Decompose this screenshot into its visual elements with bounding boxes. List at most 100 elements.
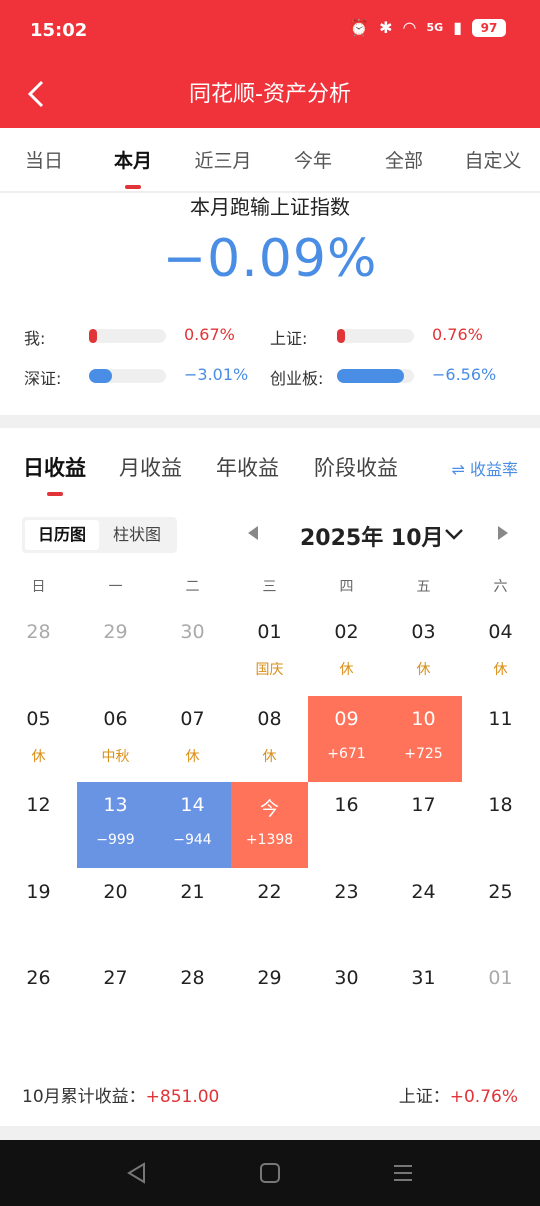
tab-stage-returns[interactable]: 阶段收益 [314, 456, 398, 480]
calendar-day[interactable]: 02 休 [308, 609, 385, 695]
calendar-day[interactable]: 11 [462, 696, 539, 782]
calendar-day[interactable]: 12 [0, 782, 77, 868]
compare-row-me: 我: 0.67% [24, 323, 264, 349]
return-rate-toggle[interactable]: ⇌ 收益率 [451, 460, 519, 479]
day-number: 22 [257, 880, 282, 903]
compare-bar-fill [337, 369, 404, 383]
cumulative-value: +851.00 [145, 1087, 220, 1107]
compare-bar [337, 329, 414, 343]
calendar-day[interactable]: 29 [231, 955, 308, 1041]
day-number: 24 [411, 880, 436, 903]
day-number: 01 [257, 621, 282, 643]
calendar-day[interactable]: 20 [77, 869, 154, 955]
compare-value: 0.67% [184, 325, 235, 344]
performance-summary: 本月跑输上证指数 −0.09% 我: 0.67% 上证: 0.76% 深证: −… [0, 193, 540, 415]
day-number: 29 [257, 967, 282, 989]
calendar-view-button[interactable]: 日历图 [25, 520, 99, 550]
previous-month-icon[interactable] [248, 526, 258, 540]
day-number: 26 [26, 967, 51, 989]
calendar-day[interactable]: 28 [0, 609, 77, 695]
tab-this-month[interactable]: 本月 [114, 146, 152, 189]
calendar-day[interactable]: 10 +725 [385, 695, 462, 782]
calendar-day[interactable]: 31 [385, 955, 462, 1041]
day-number: 07 [180, 707, 205, 730]
day-number: 12 [26, 794, 51, 816]
calendar-day[interactable]: 27 [77, 955, 154, 1041]
calendar-day[interactable]: 21 [154, 869, 231, 955]
day-number: 27 [103, 967, 128, 989]
day-number: 10 [411, 707, 436, 730]
calendar-day[interactable]: 29 [77, 609, 154, 695]
day-number: 13 [103, 794, 128, 816]
day-note: 休 [185, 748, 200, 765]
day-profit: +1398 [245, 832, 294, 848]
calendar-day[interactable]: 17 [385, 782, 462, 868]
signal-bars-icon: ▮ [453, 18, 462, 37]
day-number: 05 [26, 707, 51, 730]
back-button[interactable] [18, 74, 58, 114]
calendar-day[interactable]: 30 [308, 955, 385, 1041]
calendar-day[interactable]: 19 [0, 869, 77, 955]
day-number: 11 [488, 707, 513, 730]
compare-bar-fill [337, 329, 345, 343]
nav-back-icon[interactable] [124, 1160, 150, 1186]
calendar-day[interactable]: 08 休 [231, 696, 308, 782]
calendar-day[interactable]: 01 [462, 955, 539, 1041]
compare-value: 0.76% [432, 325, 483, 344]
compare-label: 我: [24, 329, 46, 348]
calendar-day[interactable]: 14 −944 [154, 782, 231, 868]
cumulative-label: 10月累计收益： [22, 1087, 146, 1107]
calendar-day[interactable]: 06 中秋 [77, 696, 154, 782]
day-number: 17 [411, 794, 436, 816]
weekday-label: 六 [493, 579, 508, 595]
day-number: 20 [103, 880, 128, 903]
calendar-day[interactable]: 24 [385, 869, 462, 955]
calendar-day[interactable]: 01 国庆 [231, 609, 308, 695]
tab-custom[interactable]: 自定义 [464, 150, 522, 172]
calendar-day[interactable]: 今 +1398 [231, 782, 308, 868]
compare-value: −6.56% [432, 365, 497, 384]
calendar-day[interactable]: 30 [154, 609, 231, 695]
nav-home-icon[interactable] [257, 1160, 283, 1186]
calendar-day[interactable]: 03 休 [385, 609, 462, 695]
calendar-day[interactable]: 22 [231, 869, 308, 955]
chevron-down-icon[interactable] [442, 522, 466, 546]
calendar-day[interactable]: 13 −999 [77, 782, 154, 868]
calendar-day[interactable]: 09 +671 [308, 695, 385, 782]
weekday-label: 三 [262, 579, 277, 595]
nav-menu-icon[interactable] [390, 1160, 416, 1186]
calendar-day[interactable]: 23 [308, 869, 385, 955]
next-month-icon[interactable] [498, 526, 508, 540]
day-note: 休 [416, 662, 431, 678]
calendar-day[interactable]: 26 [0, 955, 77, 1041]
weekday-label: 日 [31, 579, 46, 595]
tab-yearly-returns[interactable]: 年收益 [216, 456, 279, 480]
day-number: 31 [411, 967, 436, 989]
day-number: 09 [334, 707, 359, 730]
calendar-day[interactable]: 28 [154, 955, 231, 1041]
top-bar: 15:02 ⏰ ✱ ◠ 5G ▮ 97 同花顺-资产分析 [0, 0, 540, 128]
tab-monthly-returns[interactable]: 月收益 [119, 456, 182, 480]
day-number: 06 [103, 707, 128, 730]
tab-this-year[interactable]: 今年 [293, 150, 333, 172]
compare-bar [89, 369, 166, 383]
calendar-day[interactable]: 07 休 [154, 696, 231, 782]
compare-row-shanghai: 上证: 0.76% [270, 323, 520, 349]
calendar-day[interactable]: 16 [308, 782, 385, 868]
calendar-day[interactable]: 05 休 [0, 696, 77, 782]
calendar-day[interactable]: 18 [462, 782, 539, 868]
day-number: 30 [334, 967, 359, 989]
month-label[interactable]: 2025年 10月 [300, 526, 444, 551]
tab-last-three-months[interactable]: 近三月 [194, 150, 252, 172]
day-number: 23 [334, 880, 359, 903]
compare-bar-fill [89, 329, 97, 343]
tab-all[interactable]: 全部 [384, 150, 424, 172]
tab-daily-returns[interactable]: 日收益 [23, 452, 86, 496]
calendar-day[interactable]: 25 [462, 869, 539, 955]
compare-label: 上证: [270, 329, 308, 348]
compare-row-chinext: 创业板: −6.56% [270, 363, 520, 389]
calendar-day[interactable]: 04 休 [462, 609, 539, 695]
day-note: 休 [339, 662, 354, 678]
tab-today[interactable]: 当日 [24, 150, 64, 172]
bar-chart-view-button[interactable]: 柱状图 [112, 525, 161, 544]
